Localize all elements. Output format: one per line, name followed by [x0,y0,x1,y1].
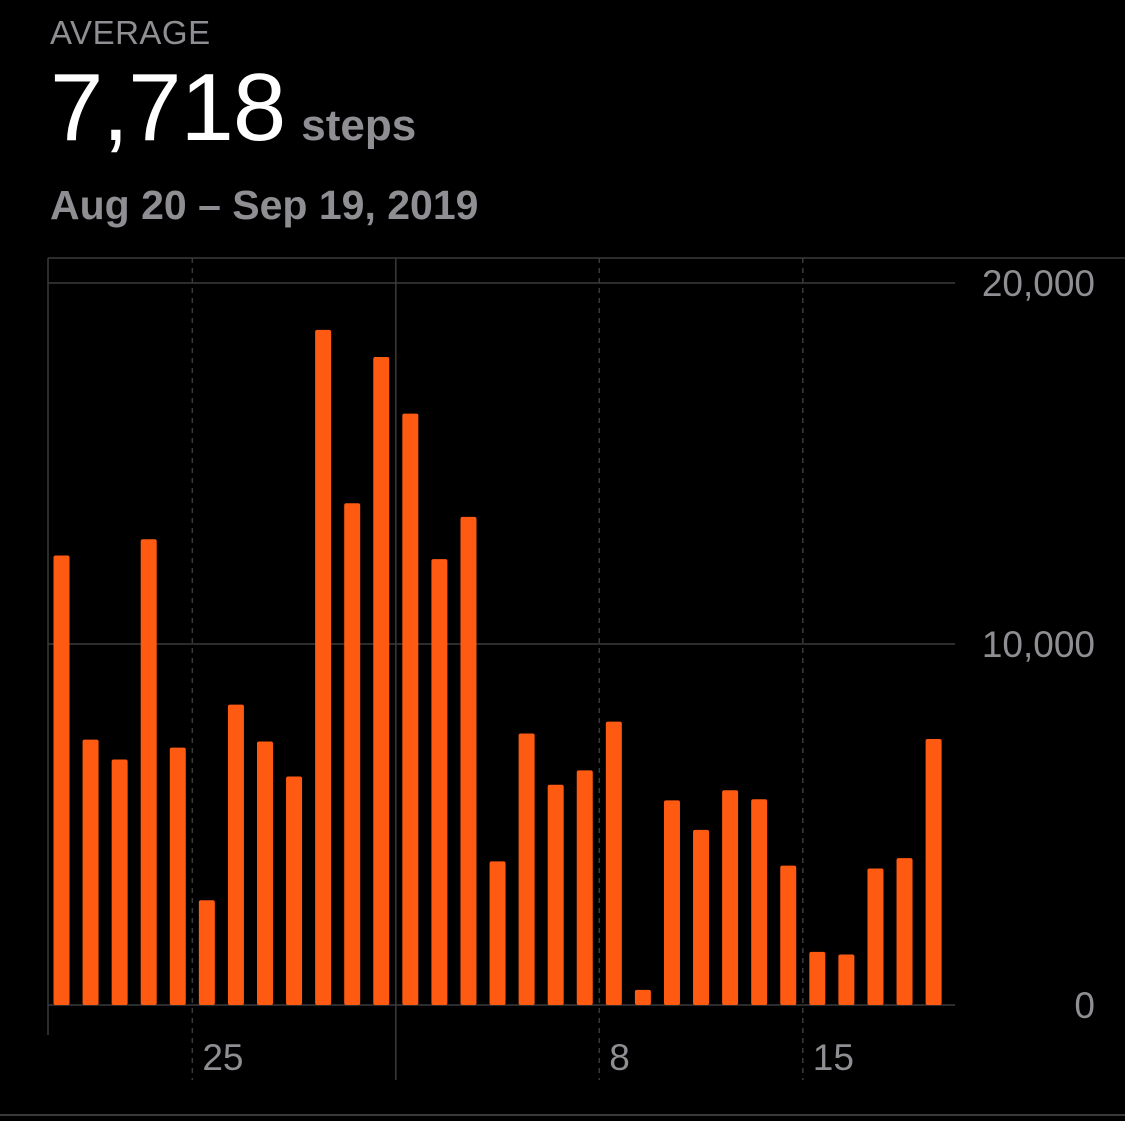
bar-sep-11 [693,829,710,1005]
bar-aug-31 [373,357,390,1005]
bar-sep-1 [402,413,419,1005]
x-tick-label: 15 [813,1037,854,1078]
bar-sep-4 [489,861,506,1005]
unit-label: steps [301,101,417,150]
bar-sep-6 [547,784,564,1005]
bar-aug-21 [82,739,99,1005]
x-tick-label: 8 [609,1037,630,1078]
bar-aug-23 [140,539,157,1005]
bar-aug-25 [198,900,215,1005]
bar-sep-14 [780,865,797,1005]
bar-aug-22 [111,759,128,1005]
average-value: 7,718 [50,54,286,161]
bar-sep-12 [722,790,739,1005]
bar-aug-30 [344,503,361,1005]
bar-sep-15 [809,951,826,1005]
average-value-row: 7,718 steps [50,58,478,176]
y-tick-label: 20,000 [982,263,1095,304]
date-range: Aug 20 – Sep 19, 2019 [50,182,479,228]
bar-sep-7 [576,770,593,1005]
bar-sep-17 [867,868,884,1005]
bar-sep-5 [518,733,535,1005]
average-label: AVERAGE [50,14,211,51]
bar-aug-27 [256,741,273,1005]
bar-sep-18 [896,858,913,1005]
bar-sep-10 [663,800,680,1005]
bar-sep-13 [751,799,768,1005]
bar-sep-16 [838,954,855,1005]
bar-aug-26 [227,704,244,1005]
bar-sep-3 [460,516,477,1005]
bar-aug-24 [169,747,186,1005]
bar-aug-29 [315,329,332,1005]
bar-aug-20 [53,555,70,1005]
bottom-divider [0,1114,1125,1116]
bar-aug-28 [286,776,303,1005]
bar-sep-2 [431,559,448,1005]
y-tick-label: 10,000 [982,624,1095,665]
x-tick-label: 25 [202,1037,243,1078]
y-tick-label: 0 [1074,985,1095,1026]
summary-header: AVERAGE 7,718 steps Aug 20 – Sep 19, 201… [50,12,478,230]
bar-sep-9 [634,989,651,1005]
bar-sep-19 [925,738,942,1005]
bar-sep-8 [605,721,622,1005]
